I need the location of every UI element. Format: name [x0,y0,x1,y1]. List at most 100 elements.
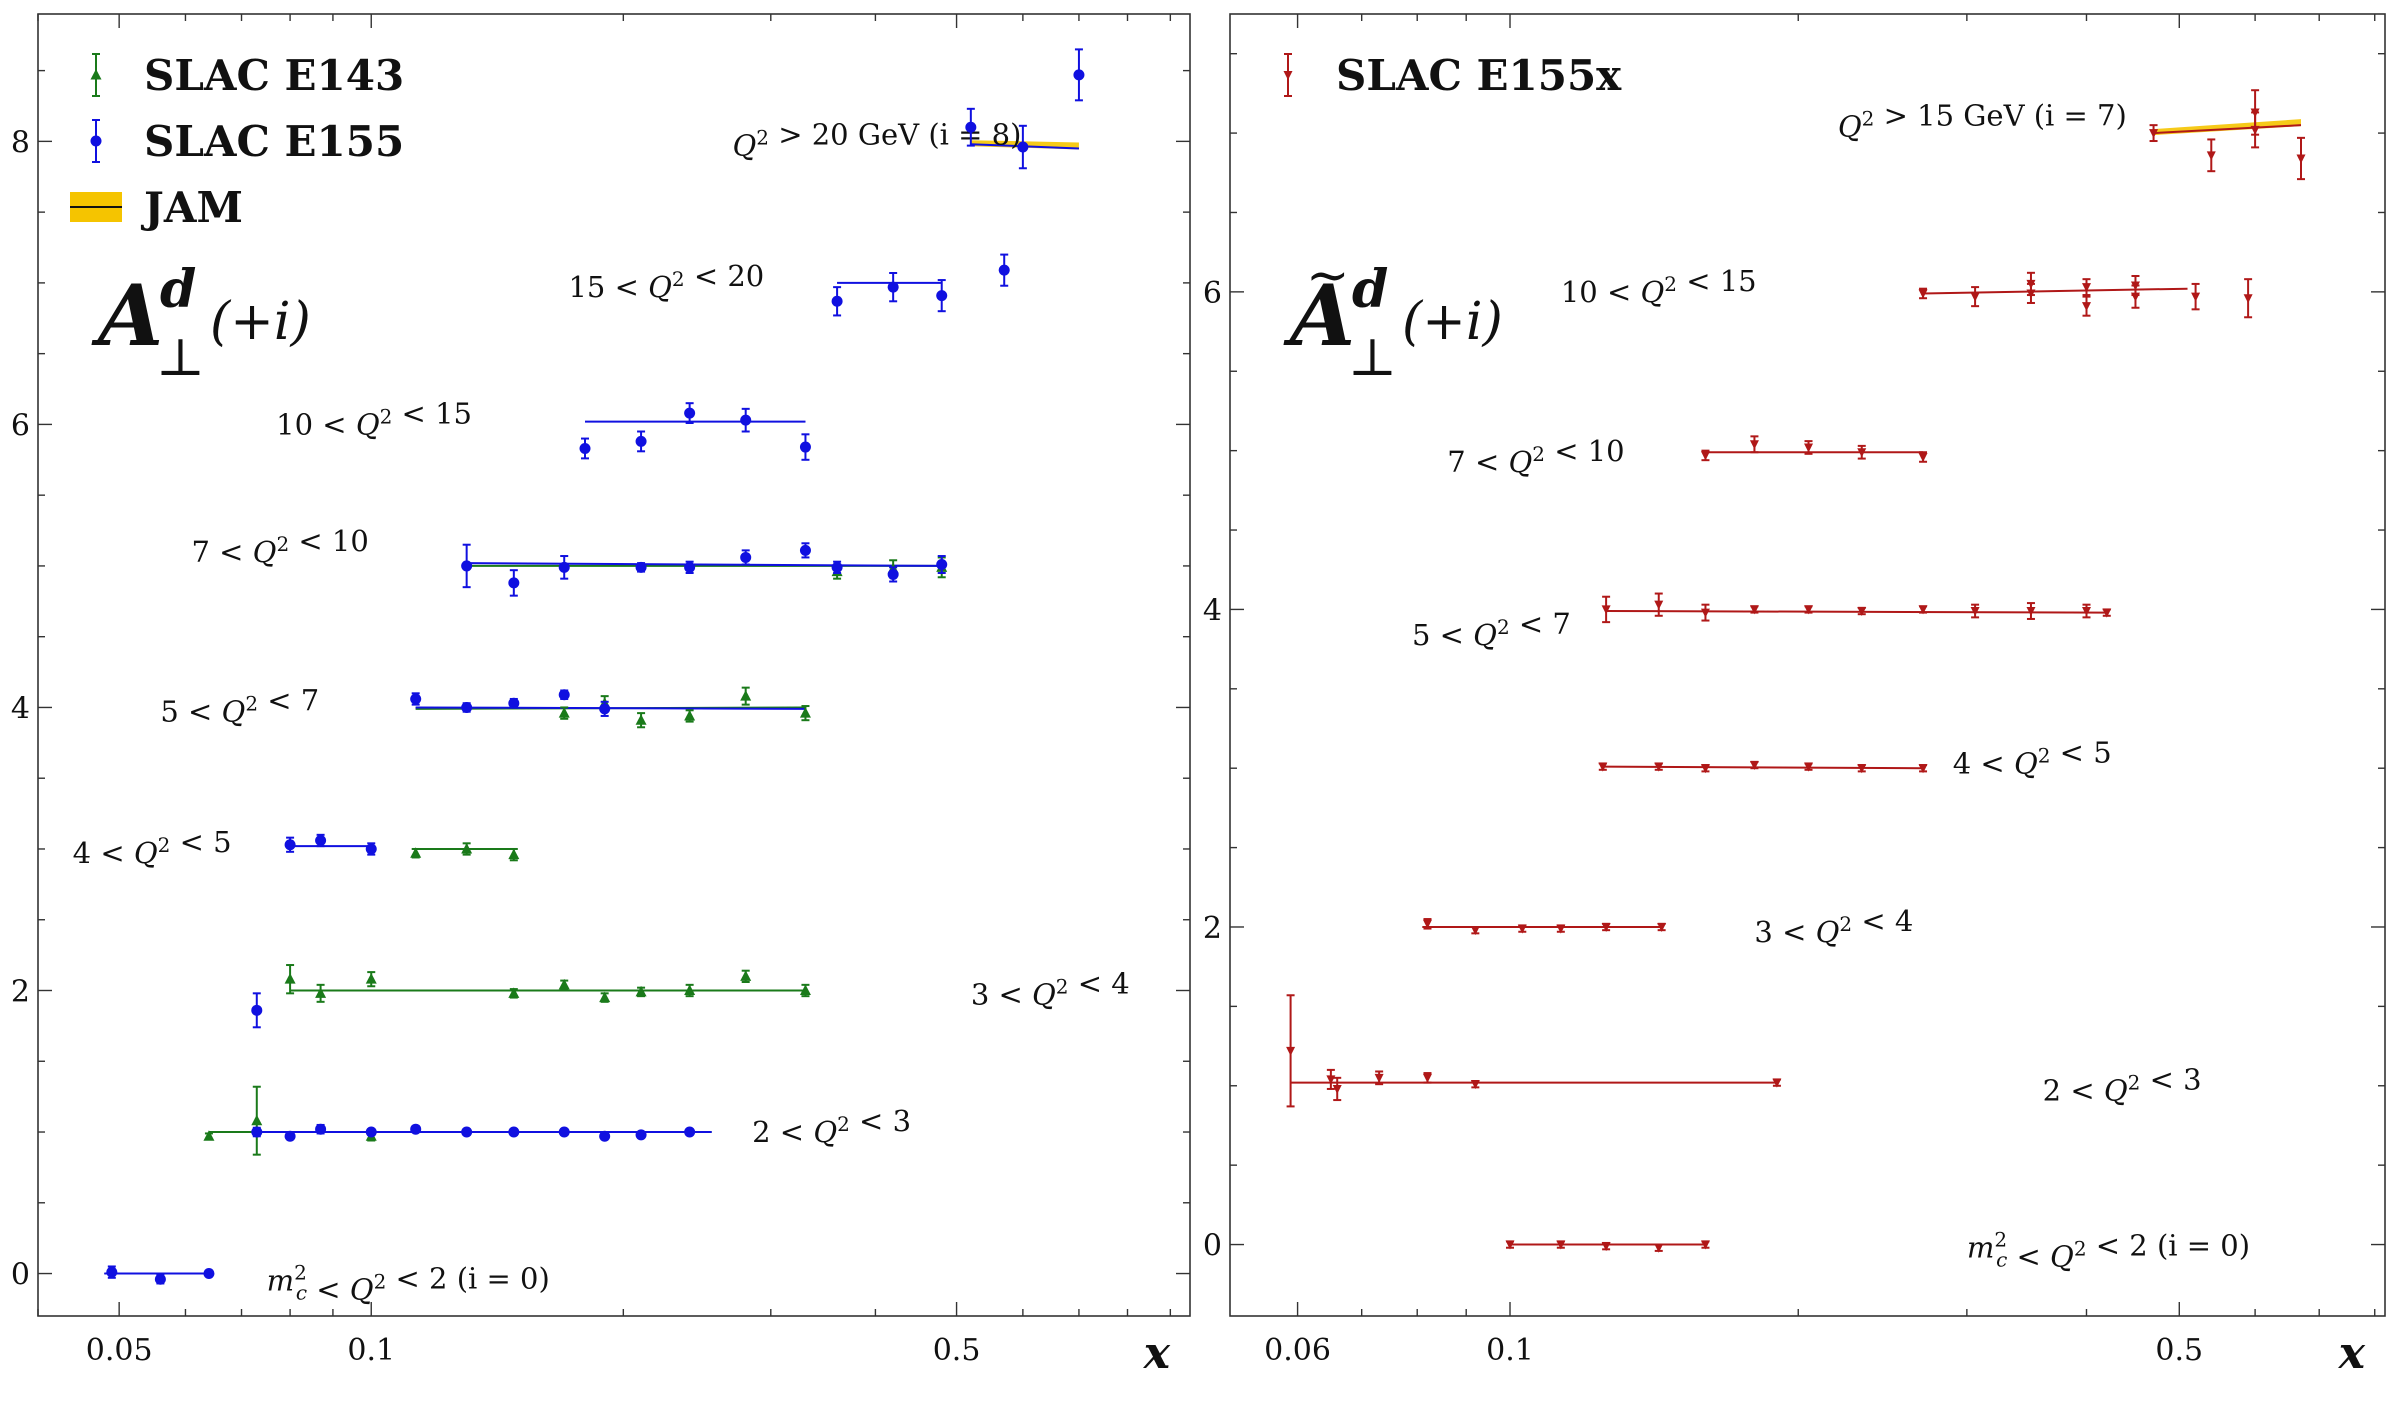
data-point [599,703,611,715]
q2-bin-label: Q2 > 15 GeV (i = 7) [1838,99,2127,144]
legend-marker [90,69,102,80]
data-point [1749,440,1759,450]
y-tick-label: 2 [11,975,30,1010]
data-point [1970,292,1980,302]
y-tick-label: 0 [1203,1229,1222,1264]
data-point [1556,924,1566,934]
data-point [2243,294,2253,304]
data-point [203,1130,215,1141]
data-point [1804,605,1814,615]
data-point [106,1266,118,1278]
data-point [2191,292,2201,302]
data-point [558,707,570,718]
data-point [887,568,899,580]
y-tick-label: 6 [11,408,30,443]
q2-bin-label: Q2 > 20 GeV (i = 8) [732,118,1021,163]
data-point [1517,924,1527,934]
panel-title: Ad ⊥(+i) [91,259,311,388]
panel-title-superscript: d [1352,259,1388,320]
plot-frame [1229,13,2386,1317]
data-point [1422,919,1432,929]
data-point [740,970,752,981]
legend: SLAC E143 SLAC E155 JAM [70,51,404,232]
data-point [684,561,696,573]
data-point [1601,1242,1611,1252]
data-point [599,1130,611,1142]
data-point [2206,151,2216,161]
jam-curve [415,706,806,710]
data-point [1286,1046,1296,1056]
q2-bin-label: m2 c < Q2 < 2 (i = 0) [1967,1228,2250,1274]
q2-bin-label: m2 c < Q2 < 2 (i = 0) [267,1261,550,1307]
data-point [508,577,520,589]
q2-bin-label: 7 < Q2 < 10 [191,524,368,569]
data-point [154,1273,166,1285]
data-point [315,1123,327,1135]
data-point [365,973,377,984]
data-point [799,707,811,718]
data-point [831,295,843,307]
data-point [508,848,520,860]
q2-bin-label: 2 < Q2 < 3 [752,1104,911,1149]
y-tick-label: 4 [11,691,30,726]
data-point [684,709,696,721]
panel-title-offset: (+i) [210,292,311,352]
data-point [1918,289,1928,299]
data-point [284,839,296,851]
series-slac-e143 [203,556,948,1156]
data-point [2026,289,2036,299]
data-point [558,1126,570,1138]
data-point [1654,762,1664,772]
data-point [1857,448,1867,458]
y-tick-label: 4 [1203,593,1222,628]
data-point [365,843,377,855]
data-point [2081,283,2091,293]
data-point [2081,607,2091,617]
data-point [635,435,647,447]
data-point [410,1123,422,1135]
y-tick-label: 2 [1203,911,1222,946]
data-point [1601,922,1611,932]
data-point [1556,1240,1566,1250]
data-point [1505,1240,1515,1250]
data-point [2149,129,2159,139]
data-point [203,1268,215,1280]
x-tick-label: 0.06 [1264,1333,1331,1368]
data-point [315,834,327,846]
data-point [1700,764,1710,774]
data-point [1700,608,1710,618]
data-point [558,978,570,990]
panel-title-tilde: ~ [1306,246,1350,306]
data-point [461,842,473,854]
data-point [740,690,752,701]
series-slac-e155 [106,48,1085,1285]
data-point [410,847,422,858]
data-point [251,1004,263,1016]
data-point [635,1129,647,1141]
data-point [684,1126,696,1138]
data-point [1749,605,1759,615]
data-point [284,1130,296,1142]
q2-bin-label: 3 < Q2 < 4 [1754,904,1913,949]
data-point [1654,1243,1664,1253]
jam-curve [1606,610,2107,614]
data-point [1422,1073,1432,1083]
data-point [635,561,647,573]
x-tick-label: 0.5 [2155,1333,2203,1368]
data-point [558,689,570,701]
q2-bin-label: 10 < Q2 < 15 [276,396,472,441]
q2-bin-label: 7 < Q2 < 10 [1447,434,1624,479]
data-point [1326,1075,1336,1085]
y-tick-label: 0 [11,1258,30,1293]
data-point [410,693,422,705]
data-point [251,1114,263,1126]
data-point [684,407,696,419]
jam-curve [466,562,942,567]
data-point [2250,125,2260,135]
data-point [1700,1240,1710,1250]
x-axis-label: x [1143,1328,1171,1379]
jam-curve [2153,124,2302,135]
data-point [799,441,811,453]
